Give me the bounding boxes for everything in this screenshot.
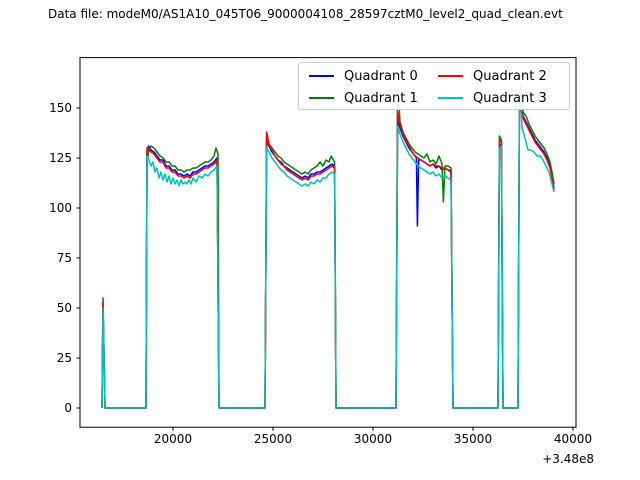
legend-item-quadrant-3: Quadrant 3 — [434, 87, 563, 109]
chart-title: Data file: modeM0/AS1A10_045T06_90000041… — [48, 7, 563, 21]
series-line-quadrant-3 — [101, 91, 555, 409]
y-tick-label: 25 — [57, 351, 72, 365]
legend: Quadrant 0 Quadrant 1 Quadrant 2 Quadran… — [298, 62, 570, 110]
y-tick-label: 100 — [49, 201, 72, 215]
plot-area-frame — [79, 57, 577, 428]
y-tick-label: 50 — [57, 301, 72, 315]
y-tick-label: 125 — [49, 151, 72, 165]
legend-label: Quadrant 3 — [473, 90, 547, 106]
series-line-quadrant-2 — [101, 107, 555, 409]
x-tick-label: 35000 — [454, 432, 492, 446]
x-axis-offset-label: +3.48e8 — [542, 452, 594, 466]
x-tick-label: 25000 — [254, 432, 292, 446]
legend-line-sample — [309, 97, 334, 99]
legend-item-quadrant-2: Quadrant 2 — [434, 65, 563, 87]
legend-line-sample — [438, 97, 463, 99]
legend-item-quadrant-0: Quadrant 0 — [305, 65, 434, 87]
legend-label: Quadrant 2 — [473, 68, 547, 84]
y-tick-label: 150 — [49, 101, 72, 115]
legend-label: Quadrant 1 — [344, 90, 418, 106]
x-tick-label: 30000 — [354, 432, 392, 446]
series-line-quadrant-1 — [101, 85, 555, 409]
y-tick-label: 0 — [64, 401, 72, 415]
legend-item-quadrant-1: Quadrant 1 — [305, 87, 434, 109]
legend-label: Quadrant 0 — [344, 68, 418, 84]
series-line-quadrant-0 — [101, 105, 555, 409]
x-tick-label: 20000 — [154, 432, 192, 446]
y-tick-label: 75 — [57, 251, 72, 265]
legend-line-sample — [309, 75, 334, 77]
legend-line-sample — [438, 75, 463, 77]
x-tick-label: 40000 — [554, 432, 592, 446]
